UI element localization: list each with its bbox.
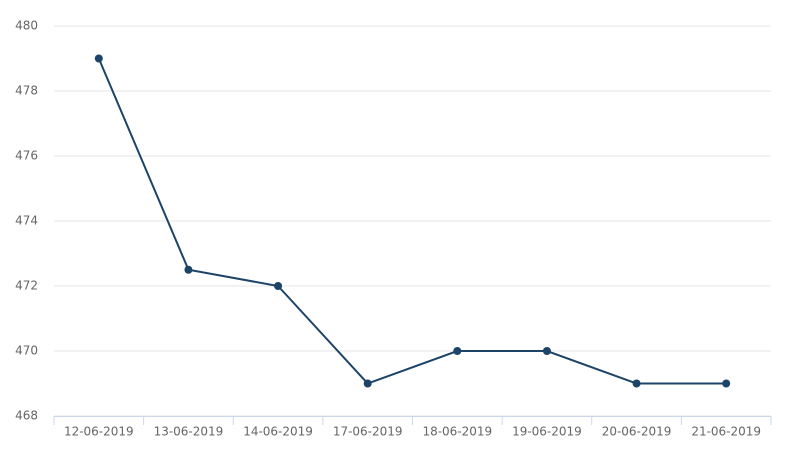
data-point [363,379,372,388]
y-tick-label: 468 [15,409,38,423]
data-line [97,58,727,385]
x-tick-label: 21-06-2019 [691,425,761,439]
y-tick-label: 478 [15,84,38,98]
y-tick-label: 476 [15,149,38,163]
data-point [722,379,731,388]
data-point [632,379,641,388]
y-tick-label: 480 [15,19,38,33]
x-tick-label: 20-06-2019 [602,425,672,439]
x-tick-label: 19-06-2019 [512,425,582,439]
x-tick-label: 14-06-2019 [243,425,313,439]
data-point [274,282,283,290]
data-point [453,347,462,355]
y-tick-label: 474 [15,214,38,228]
data-point [542,347,551,355]
x-tick-label: 12-06-2019 [64,425,134,439]
x-tick-label: 17-06-2019 [333,425,403,439]
y-tick-label: 470 [15,344,38,358]
data-point [94,54,103,63]
y-tick-label: 472 [15,279,38,293]
x-tick-label: 18-06-2019 [422,425,492,439]
data-point [184,265,193,274]
x-tick-label: 13-06-2019 [154,425,224,439]
